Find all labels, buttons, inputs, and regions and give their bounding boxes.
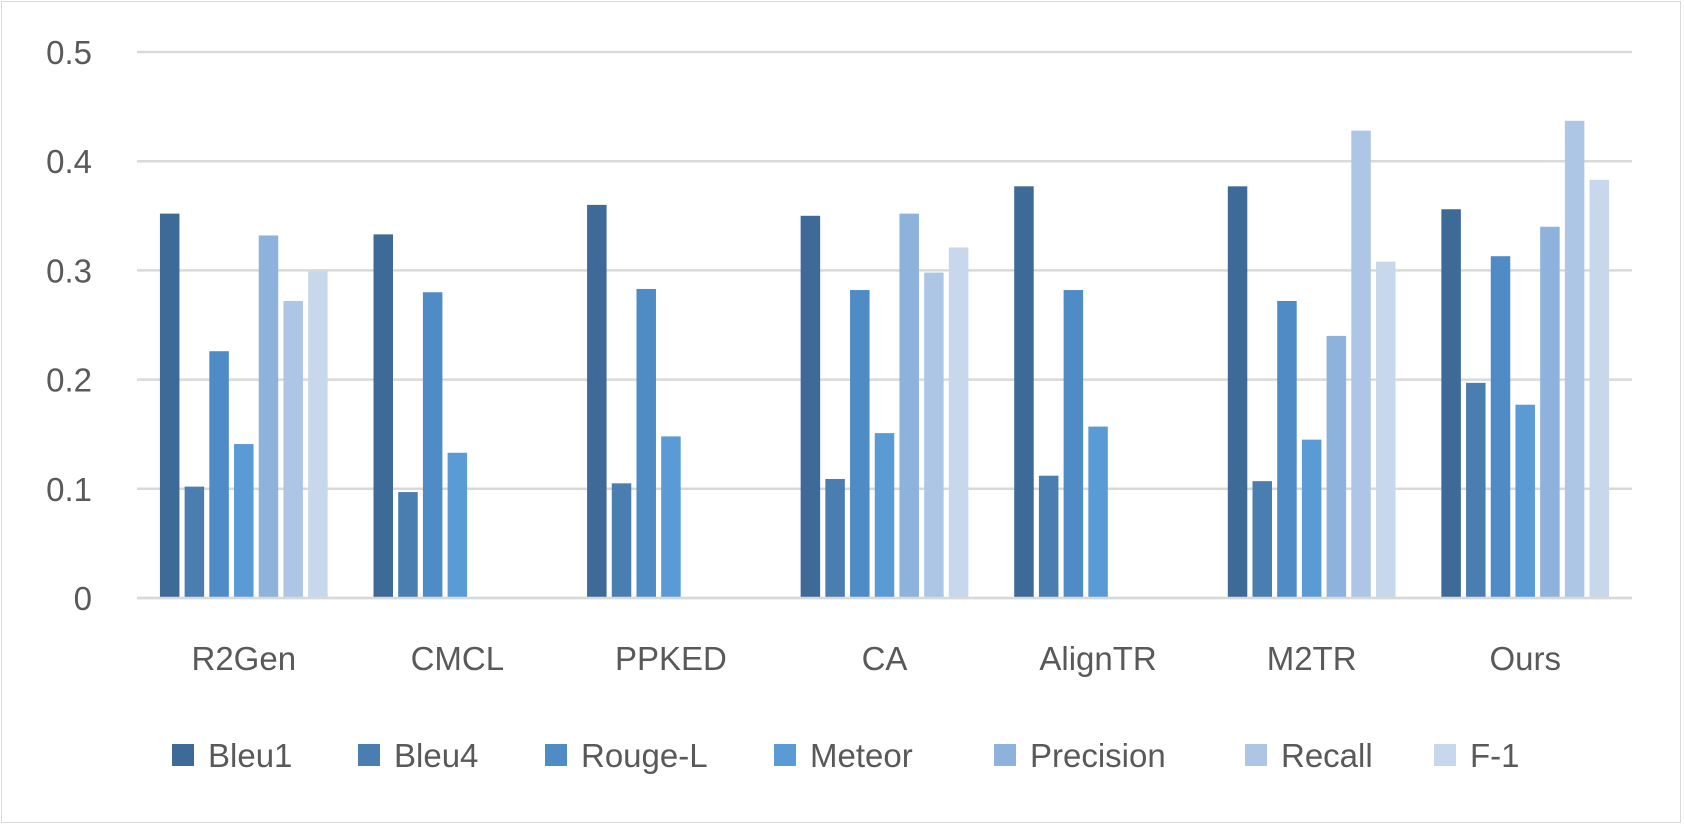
bar-recall-ours bbox=[1564, 120, 1585, 599]
bar-bleu4-cmcl bbox=[398, 492, 418, 598]
bar-rouge-l-cmcl bbox=[422, 292, 443, 598]
legend-swatch-bleu1 bbox=[172, 744, 194, 766]
legend-swatch-meteor bbox=[774, 744, 796, 766]
x-tick-label: AlignTR bbox=[1039, 640, 1156, 677]
bar-bleu1-ours bbox=[1441, 209, 1461, 599]
bar-bleu1-r2gen bbox=[159, 213, 180, 598]
legend-swatch-precision bbox=[994, 744, 1016, 766]
legend-label: F-1 bbox=[1470, 737, 1520, 774]
legend-label: Rouge-L bbox=[581, 737, 708, 774]
bar-bleu1-m2tr bbox=[1227, 186, 1248, 599]
bar-bleu1-cmcl bbox=[373, 234, 394, 598]
bar-rouge-l-ca bbox=[850, 290, 870, 598]
bar-recall-r2gen bbox=[283, 300, 303, 598]
bar-meteor-ca bbox=[874, 433, 895, 598]
legend-swatch-bleu4 bbox=[358, 744, 380, 766]
bar-meteor-cmcl bbox=[447, 452, 468, 598]
y-tick-label: 0.2 bbox=[46, 362, 92, 399]
bar-bleu4-r2gen bbox=[184, 486, 205, 598]
bar-rouge-l-ppked bbox=[636, 288, 656, 598]
bar-bleu4-ca bbox=[825, 478, 845, 598]
bar-bleu1-ca bbox=[800, 215, 821, 599]
bar-meteor-r2gen bbox=[234, 444, 254, 598]
bar-rouge-l-r2gen bbox=[209, 351, 229, 598]
x-tick-label: PPKED bbox=[615, 640, 727, 677]
legend-swatch-rouge-l bbox=[545, 744, 567, 766]
legend-label: Bleu4 bbox=[394, 737, 478, 774]
bar-bleu4-ours bbox=[1466, 382, 1486, 598]
bar-rouge-l-aligntr bbox=[1063, 290, 1084, 598]
bar-precision-ca bbox=[899, 213, 919, 598]
legend-label: Meteor bbox=[810, 737, 913, 774]
bar-meteor-ours bbox=[1515, 404, 1535, 598]
bar-precision-ours bbox=[1540, 226, 1560, 598]
bar-recall-ca bbox=[924, 272, 944, 598]
bar-rouge-l-m2tr bbox=[1277, 300, 1297, 598]
y-tick-label: 0 bbox=[74, 580, 92, 617]
y-tick-label: 0.5 bbox=[46, 34, 92, 71]
bar-precision-r2gen bbox=[258, 235, 279, 598]
legend-label: Recall bbox=[1281, 737, 1373, 774]
x-tick-label: CMCL bbox=[411, 640, 505, 677]
bar-bleu1-aligntr bbox=[1014, 186, 1034, 599]
legend-swatch-recall bbox=[1245, 744, 1267, 766]
bar-bleu4-ppked bbox=[611, 483, 632, 598]
bar-meteor-ppked bbox=[661, 436, 681, 598]
bar-f-1-m2tr bbox=[1375, 261, 1396, 598]
bar-meteor-aligntr bbox=[1088, 426, 1108, 598]
bar-precision-m2tr bbox=[1326, 335, 1347, 598]
y-tick-label: 0.3 bbox=[46, 252, 92, 289]
y-tick-label: 0.1 bbox=[46, 471, 92, 508]
x-tick-label: R2Gen bbox=[192, 640, 297, 677]
bar-bleu4-aligntr bbox=[1038, 475, 1059, 598]
legend-label: Bleu1 bbox=[208, 737, 292, 774]
x-tick-label: Ours bbox=[1489, 640, 1561, 677]
bar-f-1-r2gen bbox=[308, 271, 328, 598]
bar-meteor-m2tr bbox=[1301, 439, 1322, 598]
x-tick-label: CA bbox=[862, 640, 908, 677]
bar-bleu4-m2tr bbox=[1252, 481, 1272, 598]
y-tick-label: 0.4 bbox=[46, 143, 92, 180]
bar-f-1-ca bbox=[948, 247, 969, 598]
legend-label: Precision bbox=[1030, 737, 1166, 774]
bar-recall-m2tr bbox=[1351, 130, 1371, 598]
bar-f-1-ours bbox=[1589, 179, 1610, 598]
legend-swatch-f-1 bbox=[1434, 744, 1456, 766]
x-tick-label: M2TR bbox=[1267, 640, 1357, 677]
bar-rouge-l-ours bbox=[1490, 256, 1511, 598]
bar-bleu1-ppked bbox=[587, 204, 607, 598]
